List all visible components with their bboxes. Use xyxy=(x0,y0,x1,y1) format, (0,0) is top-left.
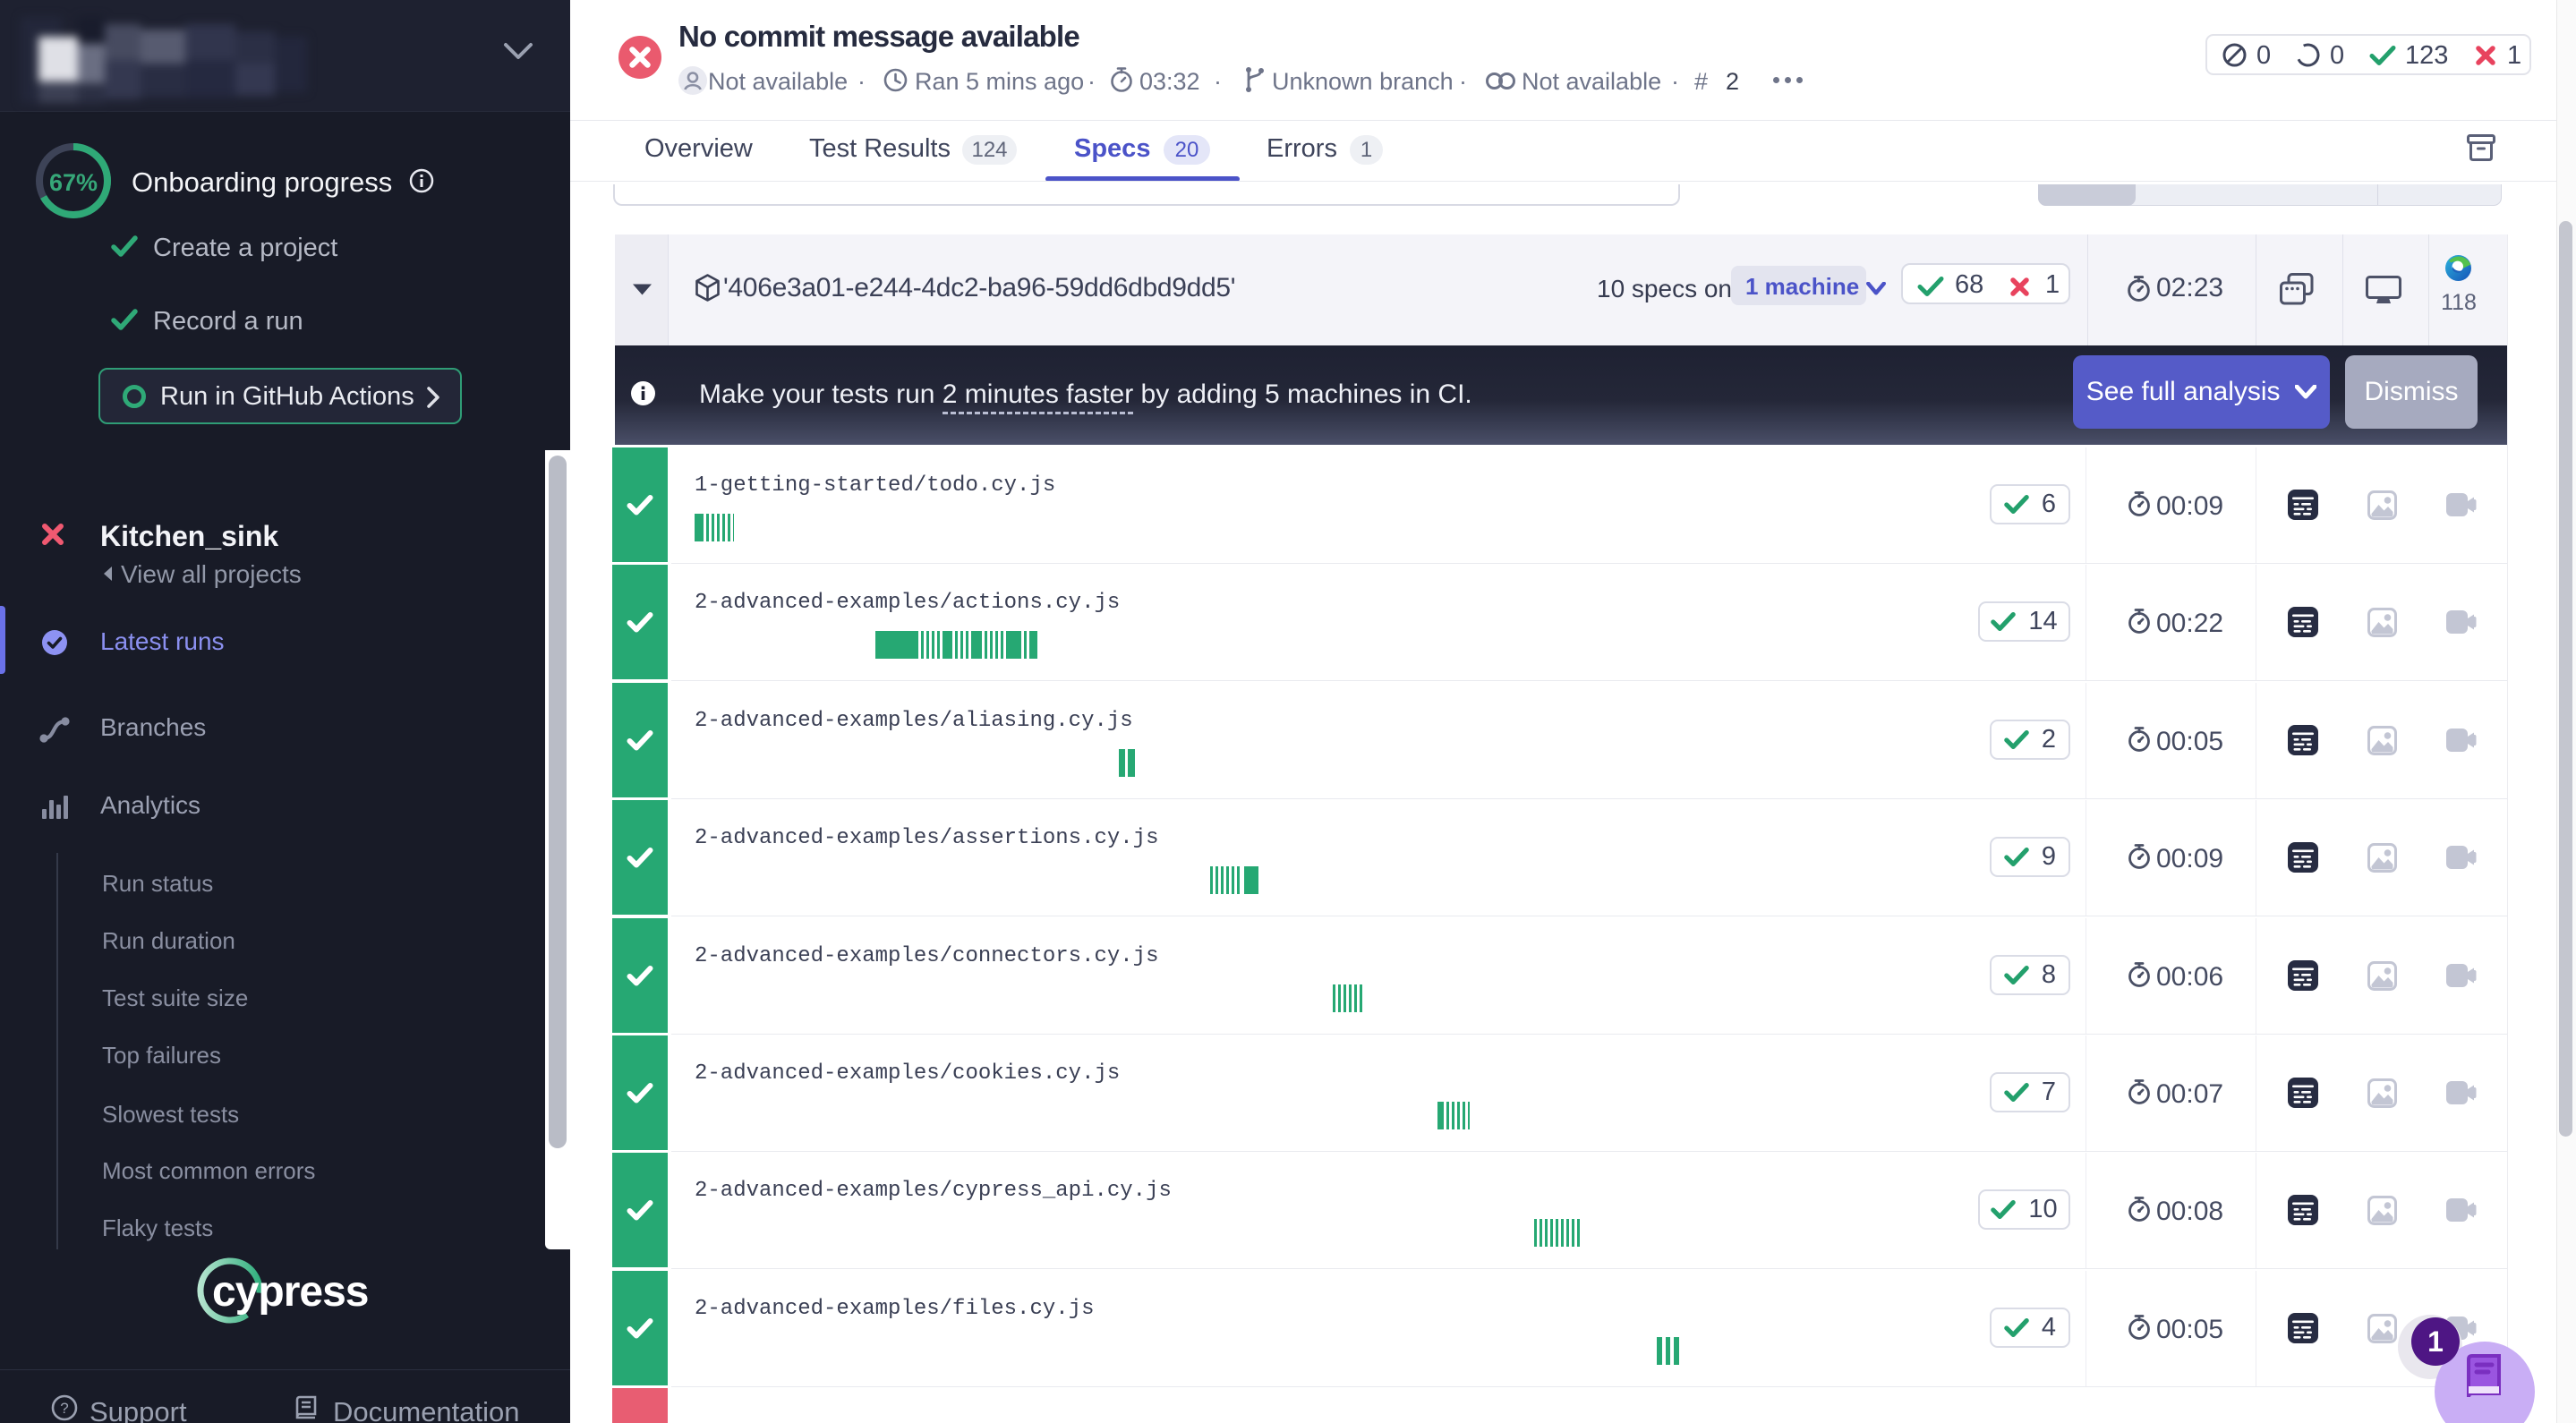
svg-text:cypress: cypress xyxy=(212,1268,368,1316)
svg-text:?: ? xyxy=(60,1400,68,1417)
svg-text:67%: 67% xyxy=(49,169,98,196)
